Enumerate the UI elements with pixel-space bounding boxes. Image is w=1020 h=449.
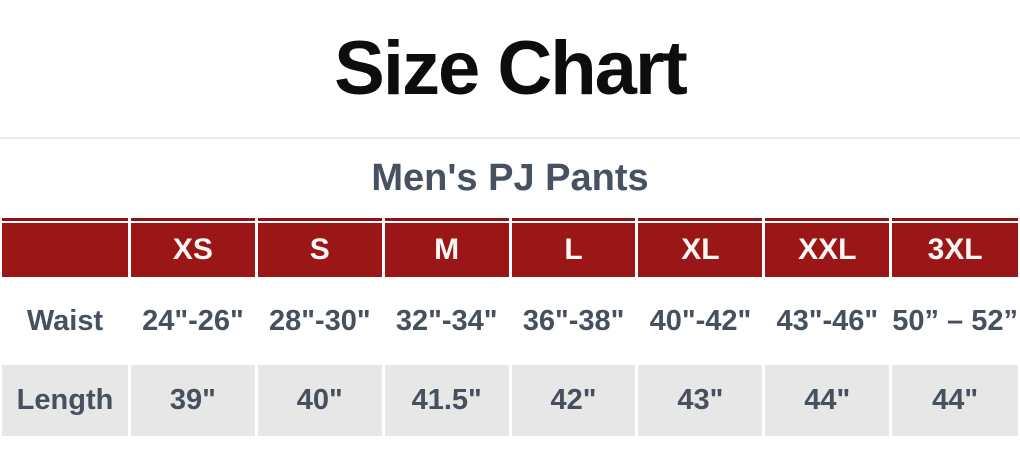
size-table: XS S M L XL XXL 3XL Waist 24"-26" 28"-30… <box>2 218 1018 436</box>
length-value-xxl: 44" <box>765 365 890 436</box>
table-top-border-segment <box>131 218 255 221</box>
waist-value-s: 28"-30" <box>257 277 382 365</box>
waist-value-l: 36"-38" <box>511 277 636 365</box>
title-section: Size Chart <box>0 0 1020 139</box>
size-header-s: S <box>257 223 382 277</box>
length-value-s: 40" <box>257 365 382 436</box>
table-top-border-segment <box>511 218 636 221</box>
size-header-3xl: 3XL <box>892 223 1018 277</box>
size-header-l: L <box>511 223 636 277</box>
table-top-border-segment <box>892 218 1018 221</box>
length-value-xl: 43" <box>638 365 763 436</box>
page-title: Size Chart <box>334 26 688 111</box>
length-value-3xl: 44" <box>892 365 1018 436</box>
table-top-border-segment <box>2 218 128 221</box>
size-header-xs: XS <box>131 223 255 277</box>
corner-cell <box>2 223 128 277</box>
table-top-border-segment <box>765 218 890 221</box>
row-label-waist: Waist <box>2 277 128 365</box>
waist-value-3xl: 50” – 52” <box>892 277 1018 365</box>
table-top-border-segment <box>384 218 509 221</box>
waist-value-m: 32"-34" <box>384 277 509 365</box>
size-header-xxl: XXL <box>765 223 890 277</box>
length-value-m: 41.5" <box>384 365 509 436</box>
waist-value-xxl: 43"-46" <box>765 277 890 365</box>
waist-value-xl: 40"-42" <box>638 277 763 365</box>
subtitle-section: Men's PJ Pants <box>0 139 1020 218</box>
length-value-xs: 39" <box>131 365 255 436</box>
product-subtitle: Men's PJ Pants <box>371 157 649 199</box>
size-header-m: M <box>384 223 509 277</box>
table-top-border-segment <box>257 218 382 221</box>
table-top-border-segment <box>638 218 763 221</box>
size-header-xl: XL <box>638 223 763 277</box>
length-value-l: 42" <box>511 365 636 436</box>
row-label-length: Length <box>2 365 128 436</box>
waist-value-xs: 24"-26" <box>131 277 255 365</box>
